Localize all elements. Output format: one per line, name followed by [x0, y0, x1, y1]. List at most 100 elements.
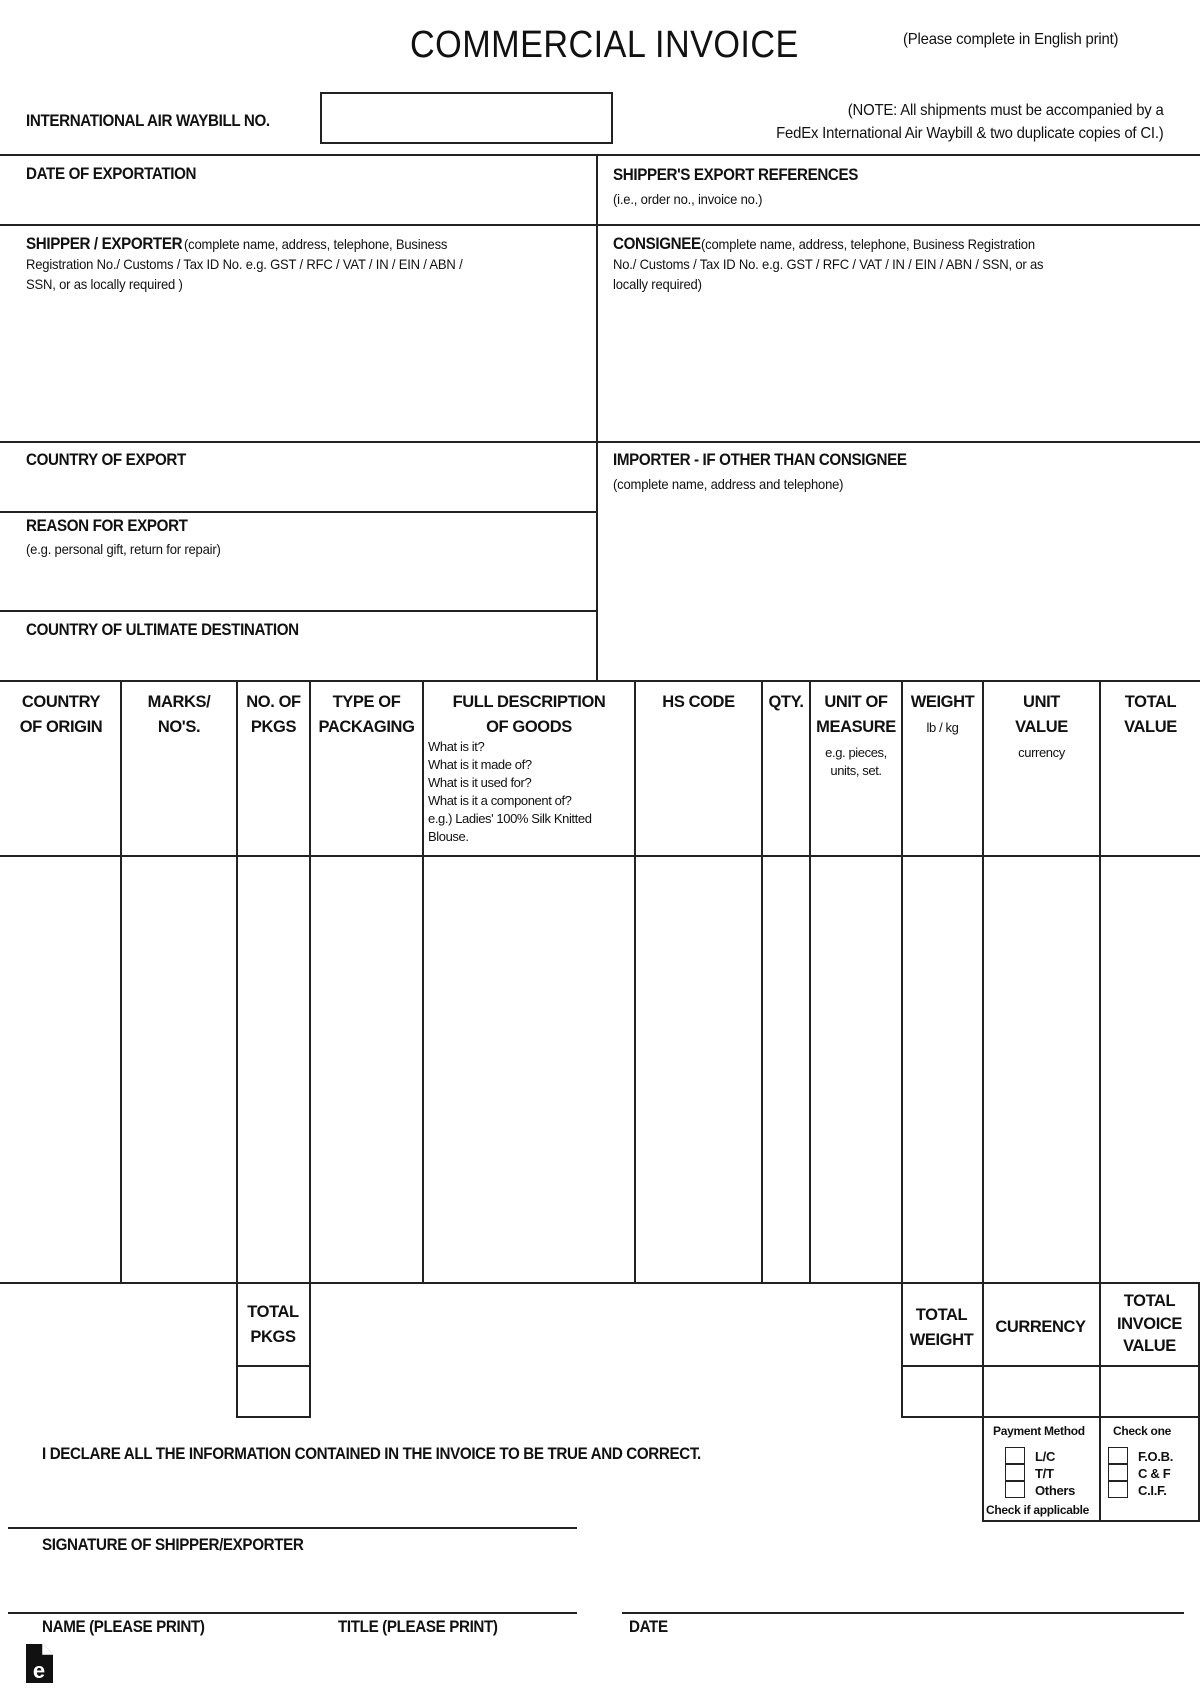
checkbox[interactable]	[1005, 1464, 1025, 1482]
checkbox[interactable]	[1108, 1464, 1128, 1482]
declaration: I DECLARE ALL THE INFORMATION CONTAINED …	[42, 1445, 701, 1463]
column-divider	[982, 680, 984, 1283]
table-cell-input[interactable]	[636, 857, 761, 1281]
column-header-text: WEIGHT	[910, 693, 975, 711]
terms-option[interactable]: F.O.B.	[1108, 1447, 1173, 1465]
table-cell-input[interactable]	[1101, 857, 1200, 1281]
table-cell-input[interactable]	[2, 857, 120, 1281]
shipper-hint: Registration No./ Customs / Tax ID No. e…	[26, 256, 463, 272]
document-e-icon: e	[26, 1644, 53, 1683]
table-cell-input[interactable]	[311, 857, 422, 1281]
option-label: C.I.F.	[1138, 1483, 1167, 1498]
column-header-text: QTY.	[768, 693, 804, 711]
column-hint: Blouse.	[428, 829, 469, 844]
date-of-exportation-field[interactable]: DATE OF EXPORTATION	[26, 165, 197, 183]
option-label: L/C	[1035, 1449, 1056, 1464]
column-hint: currency	[1018, 745, 1065, 760]
total-weight-input[interactable]	[903, 1367, 982, 1416]
divider	[982, 1520, 1200, 1522]
importer-field[interactable]: IMPORTER - IF OTHER THAN CONSIGNEE	[613, 451, 907, 469]
waybill-input[interactable]	[320, 92, 613, 144]
checkbox[interactable]	[1108, 1481, 1128, 1499]
payment-option[interactable]: Others	[1005, 1481, 1075, 1499]
date-label[interactable]: DATE	[629, 1618, 668, 1636]
column-header: COUNTRY OF ORIGIN	[2, 690, 120, 740]
column-header-text: COUNTRY	[21, 693, 101, 711]
column-header-text: UNIT OF	[824, 693, 888, 711]
column-hint: What is it made of?	[428, 757, 532, 772]
divider	[1198, 1282, 1200, 1522]
waybill-label: INTERNATIONAL AIR WAYBILL NO.	[26, 112, 270, 130]
divider	[236, 1282, 238, 1418]
divider	[0, 610, 597, 612]
column-header-text: UNIT	[1023, 693, 1060, 711]
column-header-text: NO. OF	[246, 693, 301, 711]
payment-option[interactable]: T/T	[1005, 1464, 1075, 1482]
shipper-refs-hint: (i.e., order no., invoice no.)	[613, 191, 763, 207]
destination-field[interactable]: COUNTRY OF ULTIMATE DESTINATION	[26, 621, 299, 639]
shipper-refs-field[interactable]: SHIPPER'S EXPORT REFERENCES	[613, 166, 859, 184]
column-divider	[236, 680, 238, 1283]
terms-option[interactable]: C.I.F.	[1108, 1481, 1173, 1499]
divider	[0, 511, 597, 513]
total-weight-label: TOTAL WEIGHT	[909, 1306, 974, 1349]
column-divider	[1099, 680, 1101, 1283]
note-line-1: (NOTE: All shipments must be accompanied…	[848, 102, 1164, 119]
column-divider	[901, 680, 903, 1283]
consignee-field[interactable]: CONSIGNEE(complete name, address, teleph…	[613, 235, 1076, 292]
column-hint: What is it?	[428, 739, 485, 754]
divider	[1099, 1282, 1101, 1522]
date-line	[622, 1612, 1184, 1614]
column-divider	[309, 680, 311, 1283]
table-cell-input[interactable]	[811, 857, 901, 1281]
column-divider	[120, 680, 122, 1283]
table-cell-input[interactable]	[122, 857, 236, 1281]
column-header: HS CODE	[636, 690, 761, 715]
reason-for-export-field[interactable]: REASON FOR EXPORT	[26, 517, 188, 535]
total-invoice-value-input[interactable]	[1101, 1367, 1198, 1416]
checkbox[interactable]	[1005, 1447, 1025, 1465]
column-divider	[761, 680, 763, 1283]
table-cell-input[interactable]	[238, 857, 309, 1281]
table-cell-input[interactable]	[763, 857, 809, 1281]
payment-options: L/C T/T Others	[1005, 1447, 1075, 1499]
shipper-label: SHIPPER / EXPORTER	[26, 235, 183, 253]
table-header-divider	[0, 855, 1200, 857]
column-header-text: PKGS	[250, 718, 297, 736]
checkbox[interactable]	[1108, 1447, 1128, 1465]
column-header-text: TOTAL	[1124, 693, 1177, 711]
country-of-export-field[interactable]: COUNTRY OF EXPORT	[26, 451, 186, 469]
total-pkgs-input[interactable]	[238, 1367, 309, 1416]
consignee-hint: locally required)	[613, 276, 702, 292]
column-header-text: VALUE	[1015, 718, 1068, 736]
payment-method-title: Payment Method	[993, 1424, 1085, 1438]
column-hint: units, set.	[830, 763, 882, 778]
divider	[901, 1282, 903, 1418]
total-invoice-value-label: TOTAL INVOICE VALUE	[1116, 1292, 1183, 1355]
shipper-field[interactable]: SHIPPER / EXPORTER (complete name, addres…	[26, 235, 495, 292]
payment-footer: Check if applicable	[986, 1503, 1090, 1517]
table-cell-input[interactable]	[424, 857, 634, 1281]
signature-label[interactable]: SIGNATURE OF SHIPPER/EXPORTER	[42, 1536, 304, 1554]
title-label[interactable]: TITLE (PLEASE PRINT)	[338, 1618, 498, 1636]
column-header-text: OF ORIGIN	[19, 718, 103, 736]
table-cell-input[interactable]	[984, 857, 1099, 1281]
divider	[0, 441, 1200, 443]
column-header: MARKS/NO'S.	[122, 690, 236, 740]
column-header-text: MARKS/	[147, 693, 211, 711]
payment-option[interactable]: L/C	[1005, 1447, 1075, 1465]
consignee-label: CONSIGNEE	[613, 235, 701, 253]
column-header-text: VALUE	[1124, 718, 1177, 736]
currency-input[interactable]	[984, 1367, 1099, 1416]
column-hint: e.g. pieces,	[825, 745, 887, 760]
terms-title: Check one	[1113, 1424, 1171, 1438]
signature-line	[8, 1527, 577, 1529]
terms-option[interactable]: C & F	[1108, 1464, 1173, 1482]
column-header-text: OF GOODS	[486, 718, 572, 736]
table-cell-input[interactable]	[903, 857, 982, 1281]
checkbox[interactable]	[1005, 1481, 1025, 1499]
currency-label: CURRENCY	[995, 1318, 1086, 1336]
name-label[interactable]: NAME (PLEASE PRINT)	[42, 1618, 205, 1636]
column-header: FULL DESCRIPTION OF GOODS What is it? What …	[424, 690, 634, 846]
column-header-text: HS CODE	[662, 693, 735, 711]
